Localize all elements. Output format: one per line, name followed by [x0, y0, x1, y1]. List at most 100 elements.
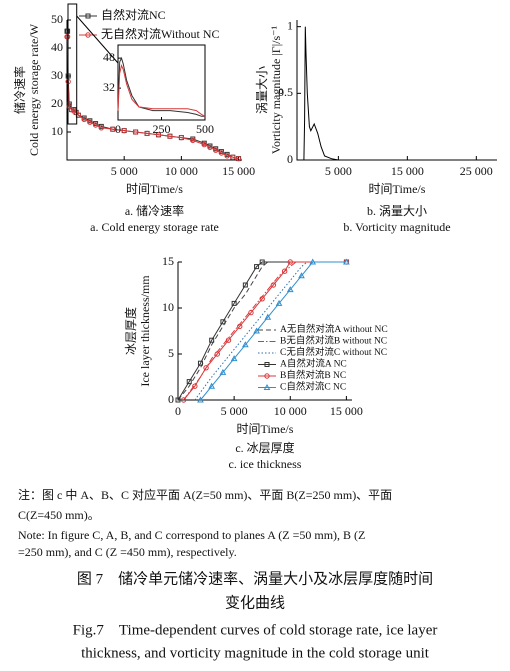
point	[281, 268, 288, 274]
subcaption: b. Vorticity magnitude	[343, 220, 450, 234]
subcaption: b. 涡量大小	[367, 204, 427, 218]
legend-label: A自然对流A NC	[280, 358, 347, 370]
x-axis-label: 时间Time/s	[237, 422, 294, 436]
legend-marker	[264, 373, 270, 379]
point	[201, 141, 207, 148]
legend-label: 自然对流NC	[101, 7, 166, 22]
y-axis-label: 储冷速率	[12, 66, 27, 114]
inset-x-tick-label: 250	[153, 122, 171, 136]
point	[197, 360, 203, 366]
point	[343, 258, 350, 265]
y-tick-label: 20	[51, 96, 63, 110]
legend-marker	[263, 383, 271, 390]
point	[270, 282, 277, 288]
legend-label: C无自然对流C without NC	[280, 346, 387, 358]
x-tick-label: 10 000	[165, 164, 198, 178]
point	[190, 137, 196, 144]
caption-en: thickness, and vorticity magnitude in th…	[81, 645, 430, 661]
y-tick-label: 1	[287, 18, 293, 32]
point	[264, 313, 272, 320]
caption-zh: 图 7 储冷单元储冷速率、涡量大小及冰层厚度随时间	[77, 570, 433, 587]
point	[230, 355, 238, 362]
point	[98, 125, 105, 131]
point	[220, 319, 226, 325]
point	[259, 259, 265, 265]
legend-label: 无自然对流Without NC	[101, 26, 220, 41]
x-tick-label: 25 000	[460, 164, 493, 178]
x-tick-label: 5 000	[325, 164, 352, 178]
point	[92, 122, 99, 128]
point	[231, 300, 237, 306]
y-axis-label: Cold energy storage rate/W	[27, 23, 41, 156]
point	[214, 351, 220, 357]
caption-en: Fig.7 Time-dependent curves of cold stor…	[73, 622, 438, 638]
subcaption: c. 冰层厚度	[235, 440, 294, 455]
point	[242, 282, 248, 288]
point	[309, 258, 317, 265]
inset-x-tick-label: 500	[196, 122, 214, 136]
note-zh: 注：图 c 中 A、B、C 对应平面 A(Z=50 mm)、平面 B(Z=250…	[18, 487, 392, 502]
point	[110, 126, 116, 132]
point	[248, 309, 254, 316]
y-tick-label: 50	[51, 12, 63, 26]
note-en: =250 mm), and C (Z =450 mm), respectivel…	[18, 545, 237, 559]
point	[286, 286, 294, 293]
point	[167, 133, 173, 139]
series-line	[194, 261, 347, 401]
point	[180, 397, 187, 403]
point	[121, 127, 127, 134]
inset-y-tick-label: 32	[103, 80, 115, 94]
y-tick-label: 10	[162, 300, 174, 314]
caption-zh: 变化曲线	[225, 594, 285, 611]
x-axis-label: 时间Time/s	[369, 182, 426, 196]
axes	[296, 20, 497, 161]
zoom-connector	[76, 15, 119, 64]
point	[208, 382, 216, 389]
point	[298, 272, 305, 279]
y-tick-label: 30	[51, 68, 63, 82]
subcaption: a. Cold energy storage rate	[90, 220, 219, 234]
x-tick-label: 15 000	[222, 164, 255, 178]
y-tick-label: 40	[51, 40, 63, 54]
y-axis-label: 冰层厚度	[123, 307, 138, 355]
y-tick-label: 0	[168, 392, 174, 406]
point	[209, 337, 215, 343]
inset-x-tick-label: 0	[115, 122, 121, 136]
x-tick-label: 5 000	[111, 164, 138, 178]
legend-marker	[85, 13, 91, 19]
point	[192, 383, 198, 389]
point	[242, 341, 249, 348]
note-en: Note: In figure C, A, B, and C correspon…	[18, 528, 365, 542]
point	[235, 155, 242, 162]
series-line	[117, 64, 206, 117]
point	[132, 129, 139, 135]
legend-marker	[264, 362, 270, 367]
x-tick-label: 10 000	[274, 404, 307, 418]
series-line	[177, 261, 347, 401]
inset-y-tick-label: 48	[103, 50, 115, 64]
inset-frame	[117, 44, 206, 121]
legend-label: B自然对流B NC	[280, 369, 346, 381]
point	[155, 132, 162, 138]
point	[178, 134, 185, 141]
point	[218, 150, 225, 156]
point	[224, 153, 230, 159]
y-axis-label: Vorticity magnitude |Γ|/s⁻¹	[269, 26, 283, 155]
point	[237, 323, 243, 330]
point	[287, 259, 293, 265]
x-tick-label: 0	[175, 404, 181, 418]
point	[212, 147, 219, 153]
point	[144, 130, 150, 137]
point	[175, 397, 181, 403]
legend-label: B无自然对流B without NC	[280, 335, 387, 347]
point	[186, 379, 192, 385]
point	[253, 327, 260, 334]
y-axis-label: Ice layer thickness/mm	[138, 275, 152, 387]
y-tick-label: 5	[168, 346, 174, 360]
y-axis-label: 涡量大小	[255, 66, 269, 114]
subcaption: c. ice thickness	[229, 457, 302, 471]
legend-marker	[85, 32, 91, 38]
point	[225, 337, 232, 343]
point	[230, 154, 236, 160]
point	[219, 368, 227, 375]
